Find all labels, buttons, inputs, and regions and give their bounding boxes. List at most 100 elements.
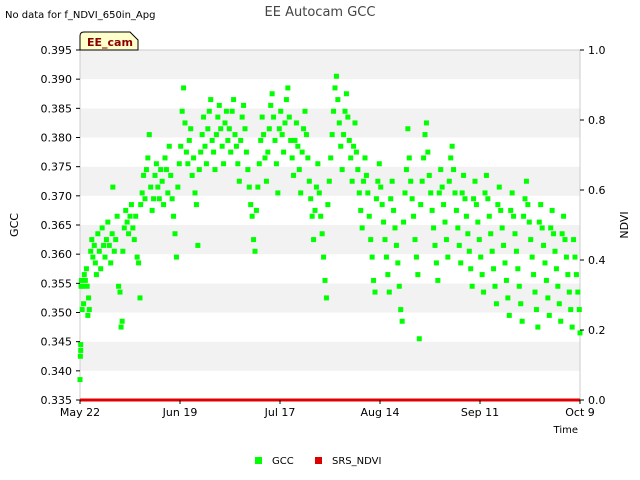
gcc-point [462, 196, 468, 202]
plot-band [80, 312, 580, 342]
gcc-point [369, 254, 375, 260]
gcc-point [155, 184, 161, 190]
site-label: EE_cam [87, 36, 133, 49]
gcc-point [248, 202, 254, 208]
right-tick-label: 0.4 [588, 254, 606, 267]
gcc-point [271, 114, 277, 120]
gcc-point [206, 108, 212, 114]
gcc-point [577, 330, 583, 336]
gcc-point [96, 248, 102, 254]
gcc-point [391, 207, 397, 213]
gcc-point [168, 172, 174, 178]
gcc-point [499, 225, 505, 231]
gcc-point [81, 272, 87, 278]
gcc-point [215, 114, 221, 120]
gcc-point [331, 108, 337, 114]
gcc-point [136, 260, 142, 266]
gcc-point [89, 237, 95, 243]
gcc-point [551, 231, 557, 237]
legend: GCC SRS_NDVI [255, 456, 381, 467]
gcc-point [403, 167, 409, 173]
gcc-point [525, 202, 531, 208]
gcc-point [329, 132, 335, 138]
gcc-point [121, 225, 127, 231]
gcc-point [468, 266, 474, 272]
gcc-point [509, 190, 515, 196]
gcc-point [465, 231, 471, 237]
gcc-point [381, 219, 387, 225]
gcc-point [466, 248, 472, 254]
gcc-point [532, 289, 538, 295]
gcc-point [322, 277, 328, 283]
gcc-point [443, 237, 449, 243]
gcc-point [518, 301, 524, 307]
gcc-point [181, 85, 187, 91]
gcc-point [575, 289, 581, 295]
gcc-point [355, 167, 361, 173]
gcc-point [442, 219, 448, 225]
gcc-point [128, 202, 134, 208]
gcc-point [139, 190, 145, 196]
gcc-point [235, 161, 241, 167]
gcc-point [363, 172, 369, 178]
gcc-point [255, 184, 261, 190]
gcc-point [546, 312, 552, 318]
gcc-point [225, 137, 231, 143]
gcc-point [368, 237, 374, 243]
gcc-point [436, 190, 442, 196]
gcc-point [541, 242, 547, 248]
gcc-point [366, 213, 372, 219]
x-tick-label: Sep 11 [461, 406, 499, 419]
gcc-point [332, 85, 338, 91]
gcc-point [401, 219, 407, 225]
gcc-point [485, 196, 491, 202]
gcc-point [421, 155, 427, 161]
gcc-point [433, 260, 439, 266]
gcc-point [498, 207, 504, 213]
gcc-point [106, 242, 112, 248]
gcc-point [79, 307, 85, 313]
gcc-point [303, 132, 309, 138]
gcc-point [176, 161, 182, 167]
gcc-point [142, 196, 148, 202]
gcc-point [475, 219, 481, 225]
gcc-point [398, 307, 404, 313]
gcc-point [119, 318, 125, 324]
gcc-point [243, 149, 249, 155]
left-tick-label: 0.360 [41, 248, 73, 261]
gcc-point [479, 272, 485, 278]
gcc-point [276, 126, 282, 132]
gcc-point [459, 190, 465, 196]
gcc-point [130, 225, 136, 231]
gcc-point [471, 196, 477, 202]
gcc-point [221, 161, 227, 167]
gcc-point [376, 161, 382, 167]
gcc-point [145, 155, 151, 161]
x-tick-label: Jun 19 [162, 406, 198, 419]
gcc-point [542, 260, 548, 266]
gcc-point [313, 184, 319, 190]
gcc-point [345, 114, 351, 120]
gcc-point [396, 283, 402, 289]
gcc-point [352, 120, 358, 126]
gcc-point [405, 126, 411, 132]
gcc-point [275, 190, 281, 196]
gcc-point [483, 172, 489, 178]
gcc-point [77, 353, 83, 359]
gcc-point [201, 114, 207, 120]
gcc-point [99, 225, 105, 231]
gcc-point [513, 248, 519, 254]
x-tick-label: Oct 9 [565, 406, 595, 419]
gcc-point [114, 213, 120, 219]
gcc-point [523, 178, 529, 184]
gcc-point [549, 207, 555, 213]
gcc-point [203, 161, 209, 167]
gcc-point [285, 85, 291, 91]
gcc-point [321, 254, 327, 260]
gcc-point [315, 161, 321, 167]
gcc-point [228, 149, 234, 155]
plot-band [80, 254, 580, 284]
gcc-point [349, 178, 355, 184]
gcc-point [101, 242, 107, 248]
gcc-point [406, 155, 412, 161]
